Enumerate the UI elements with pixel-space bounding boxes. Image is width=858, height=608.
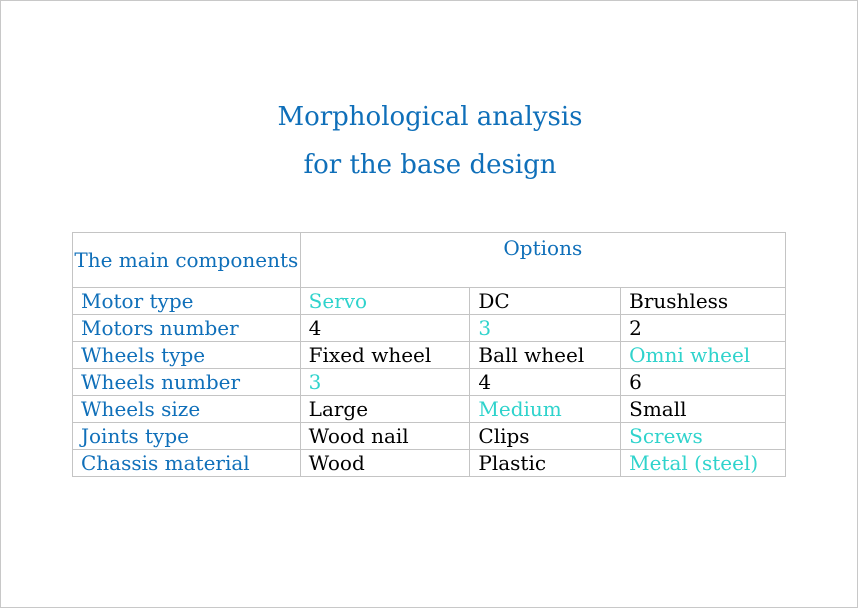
option-cell: 4 xyxy=(299,314,471,342)
table-header-row: The main components Options xyxy=(72,232,787,288)
row-label: Joints type xyxy=(72,422,301,450)
option-cell: Fixed wheel xyxy=(299,341,471,369)
header-components: The main components xyxy=(72,232,301,288)
row-label: Wheels type xyxy=(72,341,301,369)
table-row: Joints type Wood nail Clips Screws xyxy=(72,422,786,450)
row-label: Chassis material xyxy=(72,449,301,477)
option-cell-selected: Metal (steel) xyxy=(620,449,786,477)
option-cell-selected: Medium xyxy=(469,395,622,423)
document-title-line-2: for the base design xyxy=(303,150,557,180)
table-row: Motors number 4 3 2 xyxy=(72,314,786,342)
header-options: Options xyxy=(299,232,787,288)
document-title-line-1: Morphological analysis xyxy=(277,102,583,132)
row-label: Motors number xyxy=(72,314,301,342)
table-row: Wheels type Fixed wheel Ball wheel Omni … xyxy=(72,341,786,369)
option-cell: 2 xyxy=(620,314,786,342)
table-row: Chassis material Wood Plastic Metal (ste… xyxy=(72,449,786,477)
option-cell: Wood xyxy=(299,449,471,477)
table-row: Motor type Servo DC Brushless xyxy=(72,287,786,315)
option-cell: 6 xyxy=(620,368,786,396)
option-cell: Small xyxy=(620,395,786,423)
option-cell: Plastic xyxy=(469,449,622,477)
option-cell: Wood nail xyxy=(299,422,471,450)
option-cell: Ball wheel xyxy=(469,341,622,369)
option-cell-selected: 3 xyxy=(299,368,471,396)
option-cell: Clips xyxy=(469,422,622,450)
row-label: Motor type xyxy=(72,287,301,315)
option-cell: Large xyxy=(299,395,471,423)
option-cell-selected: Screws xyxy=(620,422,786,450)
row-label: Wheels size xyxy=(72,395,301,423)
option-cell: 4 xyxy=(469,368,622,396)
option-cell-selected: 3 xyxy=(469,314,622,342)
morphological-table: The main components Options Motor type S… xyxy=(72,232,787,477)
option-cell: Brushless xyxy=(620,287,786,315)
option-cell: DC xyxy=(469,287,622,315)
row-label: Wheels number xyxy=(72,368,301,396)
option-cell-selected: Omni wheel xyxy=(620,341,786,369)
table-row: Wheels size Large Medium Small xyxy=(72,395,786,423)
table-row: Wheels number 3 4 6 xyxy=(72,368,786,396)
option-cell-selected: Servo xyxy=(299,287,471,315)
